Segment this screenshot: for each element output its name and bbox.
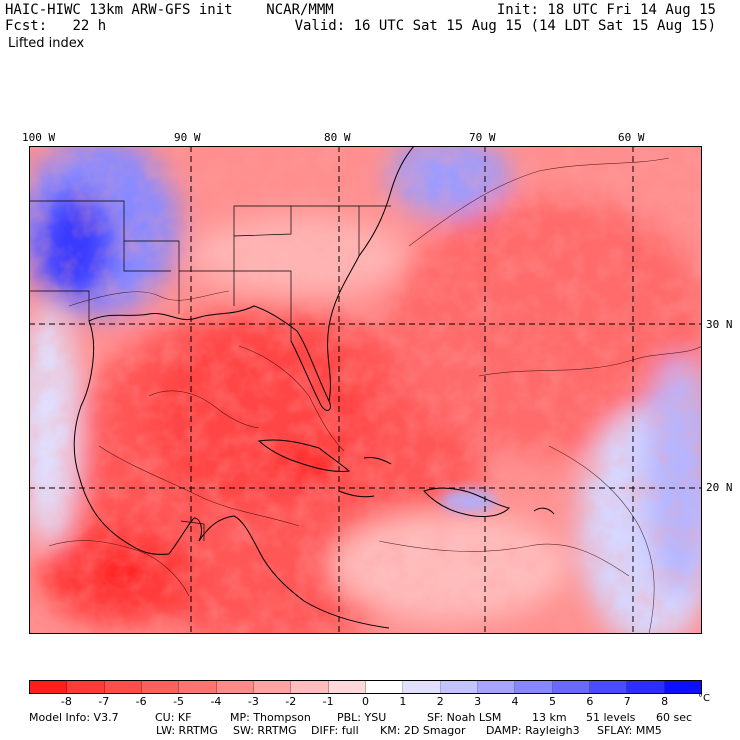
lifted-index-map	[29, 146, 702, 634]
colorbar-unit: °C	[698, 693, 710, 704]
colorbar-tick-label: 3	[474, 695, 482, 708]
lon-label-80w: 80 W	[324, 131, 351, 144]
colorbar-segment	[477, 681, 516, 693]
colorbar-segment	[141, 681, 180, 693]
political-borders	[29, 200, 391, 541]
colorbar-tick-label: 1	[399, 695, 407, 708]
colorbar-tick-label: -8	[60, 695, 72, 708]
model-info-item: SFLAY: MM5	[597, 724, 662, 737]
colorbar-tick-label: 4	[511, 695, 519, 708]
model-info-item: 60 sec	[656, 711, 693, 724]
colorbar-segment	[589, 681, 628, 693]
model-info-item: Model Info: V3.7	[29, 711, 119, 724]
contour-lines	[48, 157, 702, 634]
colorbar-segment	[179, 681, 217, 693]
model-info-item: MP: Thompson	[230, 711, 311, 724]
colorbar-segment	[67, 681, 105, 693]
model-info-item: DAMP: Rayleigh3	[486, 724, 580, 737]
lon-label-60w: 60 W	[618, 131, 645, 144]
colorbar-segment	[440, 681, 478, 693]
colorbar-segment	[216, 681, 254, 693]
colorbar-tick-label: 6	[586, 695, 594, 708]
colorbar-segment	[365, 681, 404, 693]
coastlines	[73, 146, 555, 629]
model-info-item: KM: 2D Smagor	[380, 724, 466, 737]
model-info-item: 51 levels	[586, 711, 636, 724]
colorbar-tick-label: 0	[362, 695, 369, 708]
colorbar-segment	[253, 681, 292, 693]
lon-label-90w: 90 W	[174, 131, 201, 144]
colorbar-segment	[627, 681, 665, 693]
model-info-item: CU: KF	[155, 711, 192, 724]
lat-label-30n: 30 N	[706, 318, 733, 331]
init-time: Init: 18 UTC Fri 14 Aug 15	[496, 2, 716, 18]
forecast-hour: Fcst: 22 h	[5, 18, 106, 34]
lon-label-100w: 100 W	[22, 131, 56, 144]
fcst-label: Fcst:	[5, 18, 48, 34]
colorbar-segment	[664, 681, 701, 693]
model-info-item: 13 km	[532, 711, 567, 724]
colorbar-tick-label: -7	[98, 695, 110, 708]
colorbar-tick-label: 5	[548, 695, 556, 708]
fcst-value: 22 h	[72, 18, 107, 34]
lat-label-20n: 20 N	[706, 481, 733, 494]
colorbar-segment	[552, 681, 590, 693]
valid-time: Valid: 16 UTC Sat 15 Aug 15 (14 LDT Sat …	[294, 18, 716, 34]
colorbar-segment	[104, 681, 142, 693]
colorbar	[29, 680, 702, 694]
colorbar-segment	[291, 681, 329, 693]
colorbar-tick-label: -4	[210, 695, 222, 708]
colorbar-tick-label: -3	[247, 695, 259, 708]
graticule	[29, 146, 702, 634]
colorbar-segment	[515, 681, 553, 693]
colorbar-tick-label: -2	[285, 695, 297, 708]
lon-label-70w: 70 W	[469, 131, 496, 144]
colorbar-tick-label: 7	[623, 695, 631, 708]
model-info-item: SF: Noah LSM	[427, 711, 502, 724]
model-info-item: LW: RRTMG	[156, 724, 218, 737]
model-info-item: DIFF: full	[311, 724, 359, 737]
model-info-item: PBL: YSU	[337, 711, 387, 724]
colorbar-tick-label: -6	[135, 695, 147, 708]
colorbar-segment	[328, 681, 366, 693]
map-frame	[29, 146, 702, 634]
colorbar-tick-label: 2	[436, 695, 444, 708]
colorbar-tick-label: -1	[322, 695, 334, 708]
colorbar-segment	[403, 681, 441, 693]
field-name: Lifted index	[8, 36, 85, 51]
model-title: HAIC-HIWC 13km ARW-GFS init NCAR/MMM	[5, 2, 334, 18]
colorbar-tick-label: 8	[661, 695, 669, 708]
colorbar-tick-label: -5	[173, 695, 185, 708]
model-info-item: SW: RRTMG	[233, 724, 297, 737]
colorbar-segment	[30, 681, 68, 693]
lifted-index-field	[29, 146, 702, 634]
